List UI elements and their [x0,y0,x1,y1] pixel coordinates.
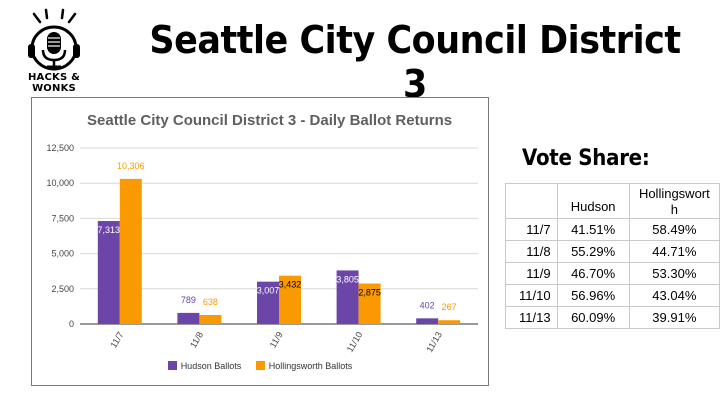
row-hollingsworth-share: 58.49% [628,218,720,241]
data-label: 789 [181,295,196,305]
microphone-icon [28,8,80,71]
row-hollingsworth-share: 53.30% [628,262,720,285]
legend-swatch-hollingsworth [255,361,265,370]
data-label: 3,805 [336,274,359,284]
header-hudson: Hudson [556,183,630,219]
x-tick-label: 11/9 [268,330,285,350]
data-label: 3,007 [257,286,280,296]
y-tick-label: 12,500 [46,143,74,153]
x-tick-label: 11/8 [188,330,205,350]
table-row: 11/8 55.29% 44.71% [505,240,720,263]
logo-text: HACKS & WONKS [27,72,80,94]
row-hudson-share: 60.09% [556,306,630,329]
chart-title: Seattle City Council District 3 - Daily … [87,112,453,129]
row-hudson-share: 41.51% [556,218,630,241]
table-header-row: Hudson Hollingsworth [505,183,720,219]
hacks-wonks-logo: HACKS & WONKS [14,8,94,94]
table-row: 11/10 56.96% 43.04% [505,284,720,307]
table-row: 11/7 41.51% 58.49% [505,218,720,241]
x-tick-label: 11/13 [424,330,444,354]
chart-plot: 0 2,500 5,000 7,500 10,000 12,500 7,313 10,306 1… [46,143,478,354]
row-date: 11/7 [505,218,558,241]
y-tick-label: 7,500 [51,213,74,223]
row-hollingsworth-share: 43.04% [628,284,720,307]
bar-hudson [336,270,359,324]
header-hollingsworth: Hollingsworth [628,183,720,219]
y-tick-label: 0 [69,319,74,329]
bar-hudson [97,221,120,324]
row-date: 11/8 [505,240,558,263]
row-hudson-share: 55.29% [556,240,630,263]
legend-item-hollingsworth: Hollingsworth Ballots [255,361,353,371]
row-hudson-share: 46.70% [556,262,630,285]
legend-label-hollingsworth: Hollingsworth Ballots [268,361,353,371]
row-hollingsworth-share: 44.71% [628,240,720,263]
table-row: 11/13 60.09% 39.91% [505,306,720,329]
bar-hollingsworth [119,178,142,324]
legend-item-hudson: Hudson Ballots [167,361,242,371]
x-tick-label: 11/10 [345,330,365,354]
vote-share-title: Vote Share: [522,146,650,171]
legend-swatch-hudson [167,361,177,370]
table-row: 11/9 46.70% 53.30% [505,262,720,285]
bar-hudson [416,318,439,324]
legend-label-hudson: Hudson Ballots [180,361,242,371]
row-date: 11/9 [505,262,558,285]
bar-hollingsworth [199,315,222,324]
row-date: 11/10 [505,284,558,307]
x-tick-label: 11/7 [108,330,125,350]
y-tick-label: 10,000 [46,178,74,188]
data-label: 3,432 [279,280,302,290]
page-title: Seattle City Council District 3 [149,18,681,106]
data-label: 2,875 [358,288,381,298]
bar-hudson [257,281,279,324]
row-date: 11/13 [505,306,558,329]
y-tick-label: 5,000 [51,249,74,259]
data-label: 402 [420,300,435,310]
data-label: 10,306 [117,161,145,171]
data-label: 7,313 [98,225,121,235]
bar-hudson [177,312,200,324]
bar-hollingsworth [358,283,381,324]
row-hudson-share: 56.96% [556,284,630,307]
vote-share-table: Hudson Hollingsworth 11/7 41.51% 58.49% … [505,183,720,329]
y-tick-label: 2,500 [51,284,74,294]
row-hollingsworth-share: 39.91% [628,306,720,329]
data-label: 267 [442,302,457,312]
header-date [505,183,558,219]
chart-legend: Hudson Ballots Hollingsworth Ballots [32,361,488,371]
bar-hollingsworth [279,275,301,324]
data-label: 638 [203,297,218,307]
bar-chart: Seattle City Council District 3 - Daily … [31,97,489,386]
bar-hollingsworth [438,320,461,324]
